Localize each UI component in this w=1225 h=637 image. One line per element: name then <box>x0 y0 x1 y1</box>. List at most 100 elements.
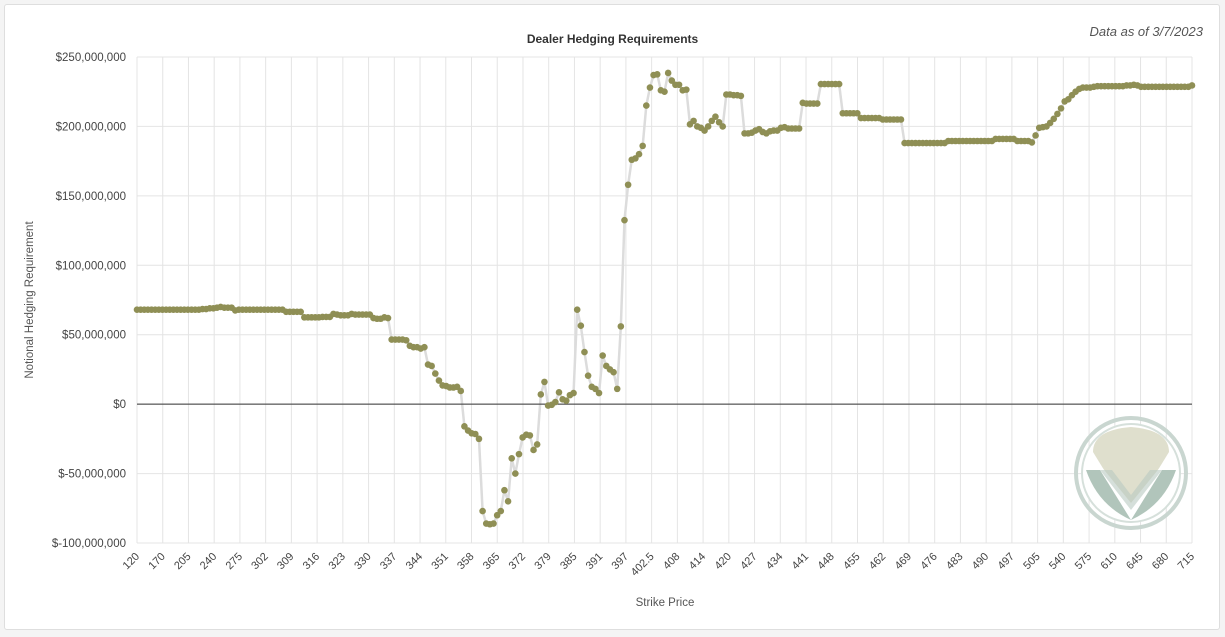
data-point <box>854 109 861 117</box>
data-point <box>719 123 727 130</box>
x-tick-label: 302 <box>249 551 270 572</box>
data-point <box>552 398 559 406</box>
x-tick-label: 337 <box>378 551 399 572</box>
x-tick-label: 414 <box>687 551 708 572</box>
grid-lines <box>136 56 1193 544</box>
data-point <box>595 389 603 397</box>
data-points <box>133 69 1196 528</box>
data-point <box>835 80 843 88</box>
data-point <box>402 336 410 344</box>
x-tick-label: 505 <box>1021 551 1042 572</box>
data-point <box>562 397 570 404</box>
data-point <box>570 389 577 397</box>
y-tick-label: $-100,000,000 <box>52 538 126 550</box>
data-point <box>653 71 661 78</box>
data-point <box>813 100 821 107</box>
x-tick-label: 170 <box>146 551 167 572</box>
data-point <box>555 389 563 396</box>
x-tick-label: 402.5 <box>629 551 657 579</box>
x-tick-label: 575 <box>1073 551 1094 572</box>
y-tick-label: $150,000,000 <box>56 191 126 203</box>
x-tick-label: 365 <box>481 551 502 572</box>
y-tick-label: $200,000,000 <box>56 121 126 133</box>
x-tick-label: 427 <box>738 551 759 572</box>
data-point <box>643 102 650 109</box>
x-tick-label: 408 <box>661 551 682 572</box>
x-tick-label: 680 <box>1150 551 1171 572</box>
data-point <box>664 69 672 77</box>
data-point <box>795 125 803 132</box>
data-point <box>1057 105 1065 112</box>
data-point <box>421 343 428 351</box>
data-point <box>646 84 654 91</box>
x-tick-label: 397 <box>610 551 631 572</box>
x-tick-label: 476 <box>918 551 939 572</box>
chart-title: Dealer Hedging Requirements <box>526 32 699 46</box>
data-point <box>635 150 643 158</box>
data-point <box>624 181 632 189</box>
y-tick-label: $0 <box>113 399 126 411</box>
data-point <box>639 142 646 150</box>
x-tick-label: 379 <box>532 551 553 572</box>
y-tick-label: $50,000,000 <box>62 330 126 342</box>
data-point <box>1054 110 1061 118</box>
x-tick-label: 344 <box>404 551 425 572</box>
data-point <box>490 520 497 527</box>
data-point <box>515 450 523 458</box>
data-point <box>621 216 628 224</box>
y-axis-label: Notional Hedging Requirement <box>24 221 36 379</box>
data-point <box>683 86 690 93</box>
data-point <box>737 92 745 100</box>
data-point <box>497 507 505 515</box>
chart-frame <box>4 4 1220 630</box>
data-point <box>384 314 392 322</box>
x-tick-label: 120 <box>121 551 142 572</box>
data-point <box>541 378 548 386</box>
data-point <box>675 81 683 89</box>
data-point <box>613 385 621 393</box>
x-tick-label: 420 <box>712 551 733 572</box>
data-point <box>577 322 585 329</box>
data-point <box>617 323 625 330</box>
data-point <box>610 368 617 376</box>
x-tick-label: 497 <box>996 551 1017 572</box>
x-tick-label: 330 <box>352 551 373 572</box>
x-tick-label: 469 <box>893 551 914 572</box>
x-tick-label: 610 <box>1098 551 1119 572</box>
x-tick-label: 316 <box>301 551 322 572</box>
x-tick-label: 540 <box>1047 551 1068 572</box>
data-point <box>526 432 534 439</box>
data-point <box>1050 115 1058 123</box>
data-point <box>661 88 668 96</box>
data-point <box>581 348 588 356</box>
y-axis-ticks: $250,000,000 $200,000,000 $150,000,000 $100… <box>52 52 126 550</box>
x-tick-label: 715 <box>1176 551 1197 572</box>
x-tick-label: 323 <box>327 551 348 572</box>
x-tick-label: 462 <box>867 551 888 572</box>
data-point <box>1188 82 1196 89</box>
data-point <box>435 377 443 384</box>
data-point <box>428 362 435 370</box>
y-tick-label: $100,000,000 <box>56 260 126 272</box>
data-point <box>533 441 541 448</box>
data-point <box>573 306 581 314</box>
data-date-note: Data as of 3/7/2023 <box>1089 24 1203 39</box>
watermark-logo <box>1074 416 1188 530</box>
data-point <box>472 430 479 438</box>
data-point <box>457 387 465 395</box>
data-point <box>704 123 712 130</box>
data-point <box>508 455 516 462</box>
data-point <box>475 435 483 443</box>
data-point <box>584 372 592 379</box>
x-tick-label: 385 <box>558 551 579 572</box>
data-point <box>501 486 508 494</box>
data-point <box>599 352 606 359</box>
x-tick-label: 434 <box>764 551 785 572</box>
y-tick-label: $250,000,000 <box>56 52 126 64</box>
x-tick-label: 455 <box>841 551 862 572</box>
x-tick-label: 351 <box>429 551 450 572</box>
data-point <box>897 116 905 123</box>
y-tick-label: $-50,000,000 <box>58 469 126 481</box>
data-point <box>530 446 537 454</box>
